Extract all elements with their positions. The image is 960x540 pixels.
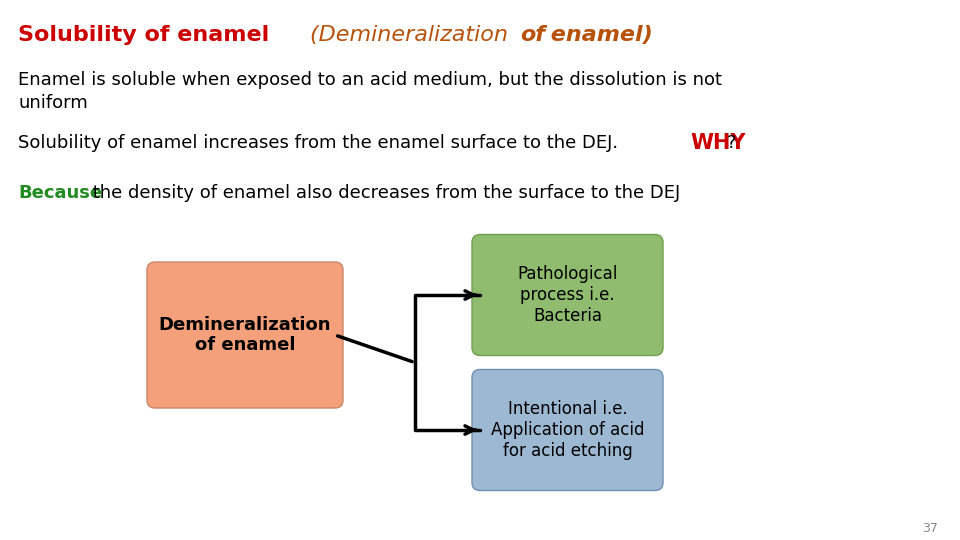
Text: ?: ? (727, 134, 736, 152)
Text: Solubility of enamel: Solubility of enamel (18, 25, 269, 45)
Text: the density of enamel also decreases from the surface to the DEJ: the density of enamel also decreases fro… (87, 184, 681, 202)
FancyBboxPatch shape (472, 369, 663, 490)
FancyBboxPatch shape (472, 234, 663, 355)
Text: Pathological
process i.e.
Bacteria: Pathological process i.e. Bacteria (517, 265, 617, 325)
Text: Enamel is soluble when exposed to an acid medium, but the dissolution is not: Enamel is soluble when exposed to an aci… (18, 71, 722, 89)
Text: of: of (520, 25, 545, 45)
Text: Demineralization
of enamel: Demineralization of enamel (158, 315, 331, 354)
Text: Intentional i.e.
Application of acid
for acid etching: Intentional i.e. Application of acid for… (491, 400, 644, 460)
Text: (Demineralization: (Demineralization (310, 25, 516, 45)
Text: Because: Because (18, 184, 102, 202)
FancyBboxPatch shape (147, 262, 343, 408)
Text: 37: 37 (923, 522, 938, 535)
Text: Solubility of enamel increases from the enamel surface to the DEJ.: Solubility of enamel increases from the … (18, 134, 624, 152)
Text: enamel): enamel) (543, 25, 653, 45)
Text: WHY: WHY (690, 133, 746, 153)
Text: uniform: uniform (18, 94, 87, 112)
